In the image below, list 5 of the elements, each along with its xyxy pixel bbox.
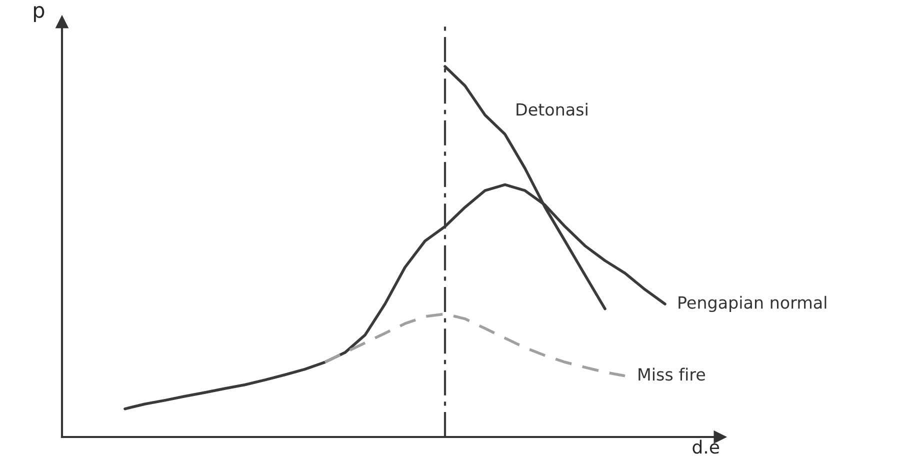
series-label: Pengapian normal — [678, 296, 826, 312]
x-axis-title: d.e — [692, 440, 720, 454]
series-label: Detonasi — [516, 102, 588, 116]
series-label: Miss fire — [638, 368, 706, 381]
y-axis-title: p — [34, 6, 44, 22]
